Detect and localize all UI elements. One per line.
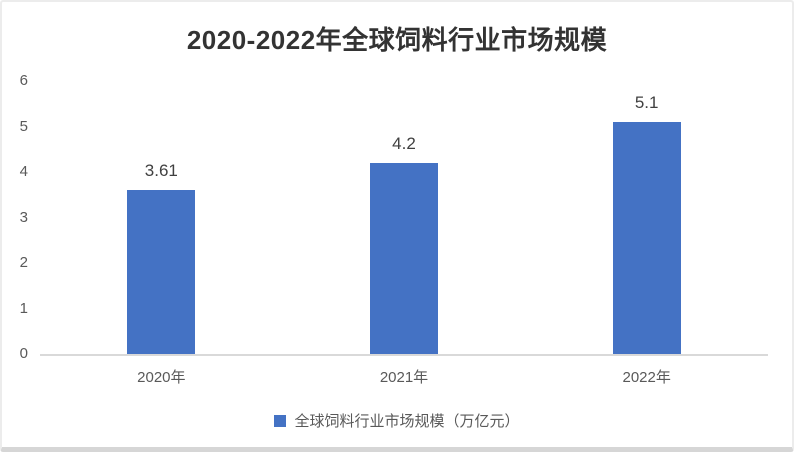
x-tick-label: 2020年 (137, 369, 186, 386)
bar-2020年 (127, 189, 196, 354)
y-tick-label: 5 (19, 117, 28, 135)
legend-swatch-icon (274, 414, 287, 427)
legend: 全球饲料行业市场规模（万亿元） (2, 410, 792, 431)
y-tick-label: 2 (19, 254, 28, 271)
bar-data-label: 5.1 (634, 92, 659, 112)
x-tick-label: 2022年 (622, 369, 671, 386)
bar-data-label: 3.61 (144, 160, 178, 180)
plot-area: 3.61 4.2 5.1 (40, 81, 768, 356)
y-axis: 0 1 2 3 4 5 6 (2, 72, 32, 362)
legend-label: 全球饲料行业市场规模（万亿元） (294, 413, 520, 430)
y-tick-label: 6 (19, 72, 28, 89)
y-tick-label: 1 (19, 299, 28, 317)
y-tick-label: 0 (19, 345, 28, 362)
bar-2021年 (370, 162, 438, 354)
y-tick-label: 3 (19, 208, 28, 226)
bar-data-label: 4.2 (392, 133, 416, 153)
x-axis: 2020年 2021年 2022年 (40, 368, 768, 388)
y-tick-label: 4 (19, 163, 28, 180)
x-tick-label: 2021年 (379, 369, 429, 386)
bar-2022年 (612, 121, 681, 354)
chart-title: 2020-2022年全球饲料行业市场规模 (186, 25, 608, 55)
